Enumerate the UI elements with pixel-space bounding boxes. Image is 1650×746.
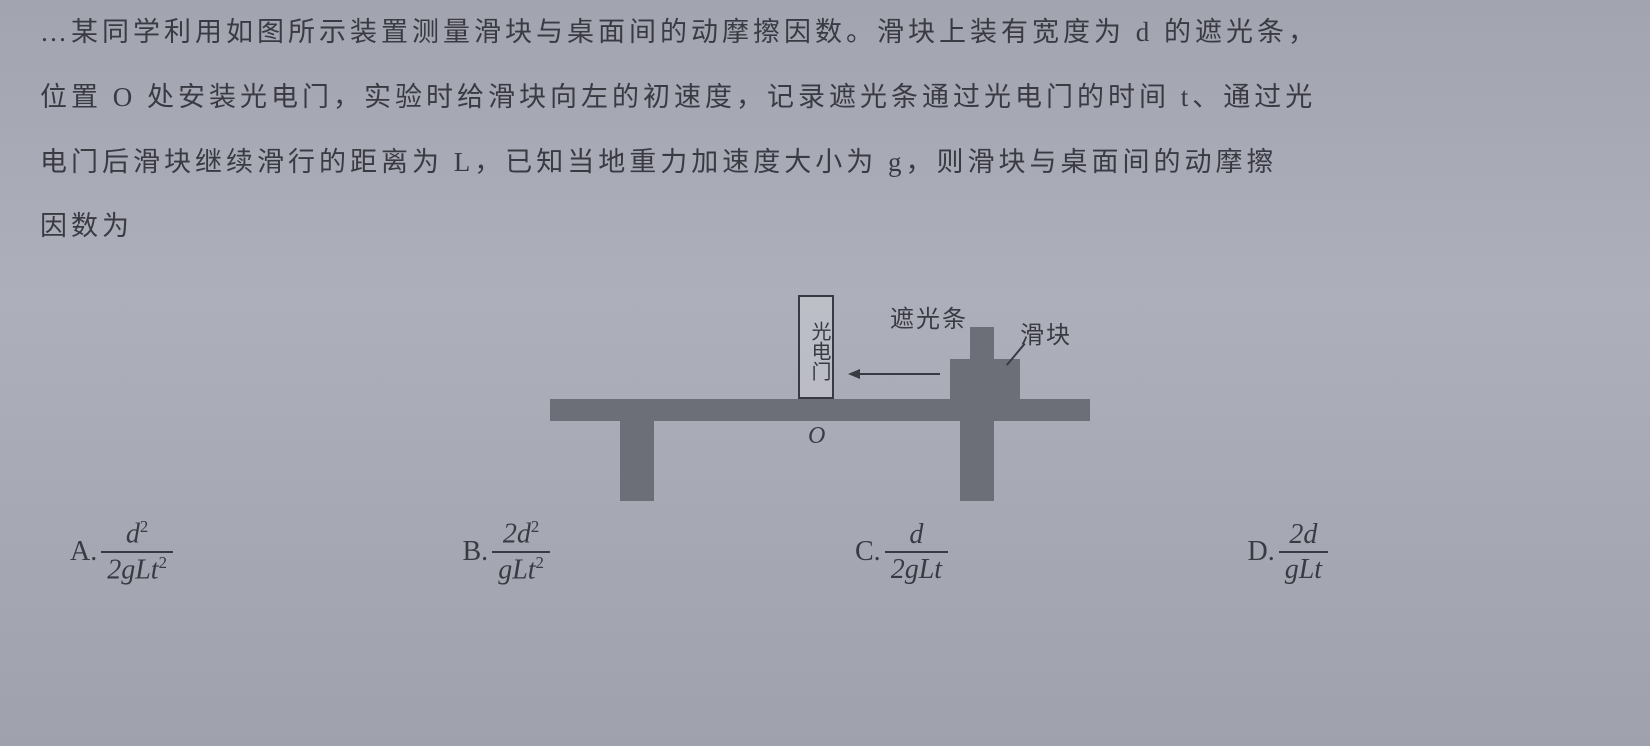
option-A-denominator: 2gLt2 [101, 553, 173, 587]
question-line-0: …某同学利用如图所示装置测量滑块与桌面间的动摩擦因数。滑块上装有宽度为 d 的遮… [40, 0, 1610, 65]
table-leg-right [960, 421, 994, 501]
velocity-arrow [850, 373, 940, 375]
option-D-numerator: 2d [1283, 518, 1323, 552]
experiment-diagram: 光电门 遮光条 滑块 O [550, 269, 1100, 499]
option-D-denominator: gLt [1279, 553, 1328, 587]
option-D-label: D. [1248, 536, 1275, 568]
option-B-numerator: 2d2 [497, 517, 545, 551]
option-C: C. d 2gLt [855, 518, 1188, 587]
option-A-numerator: d2 [120, 517, 154, 551]
question-line-1: 位置 O 处安装光电门，实验时给滑块向左的初速度，记录遮光条通过光电门的时间 t… [40, 65, 1610, 130]
option-A: A. d2 2gLt2 [70, 517, 403, 587]
question-line-3: 因数为 [40, 194, 1610, 259]
option-A-fraction: d2 2gLt2 [101, 517, 173, 587]
option-B-denominator: gLt2 [492, 553, 550, 587]
option-C-label: C. [855, 536, 881, 568]
option-B: B. 2d2 gLt2 [463, 517, 796, 587]
table-top [550, 399, 1090, 421]
option-B-label: B. [463, 536, 489, 568]
option-C-denominator: 2gLt [885, 553, 948, 587]
question-text: …某同学利用如图所示装置测量滑块与桌面间的动摩擦因数。滑块上装有宽度为 d 的遮… [40, 0, 1610, 259]
light-flag [970, 327, 994, 361]
table-leg-left [620, 421, 654, 501]
origin-label: O [808, 423, 827, 450]
option-D-fraction: 2d gLt [1279, 518, 1328, 587]
photogate: 光电门 [798, 295, 834, 399]
block-label: 滑块 [1020, 315, 1072, 350]
option-A-label: A. [70, 536, 97, 568]
option-D: D. 2d gLt [1248, 518, 1581, 587]
option-C-fraction: d 2gLt [885, 518, 948, 587]
flag-label: 遮光条 [890, 299, 968, 334]
question-line-2: 电门后滑块继续滑行的距离为 L，已知当地重力加速度大小为 g，则滑块与桌面间的动… [40, 130, 1610, 195]
answer-options: A. d2 2gLt2 B. 2d2 gLt2 C. d 2gLt D [40, 499, 1610, 587]
option-B-fraction: 2d2 gLt2 [492, 517, 550, 587]
option-C-numerator: d [903, 518, 929, 552]
